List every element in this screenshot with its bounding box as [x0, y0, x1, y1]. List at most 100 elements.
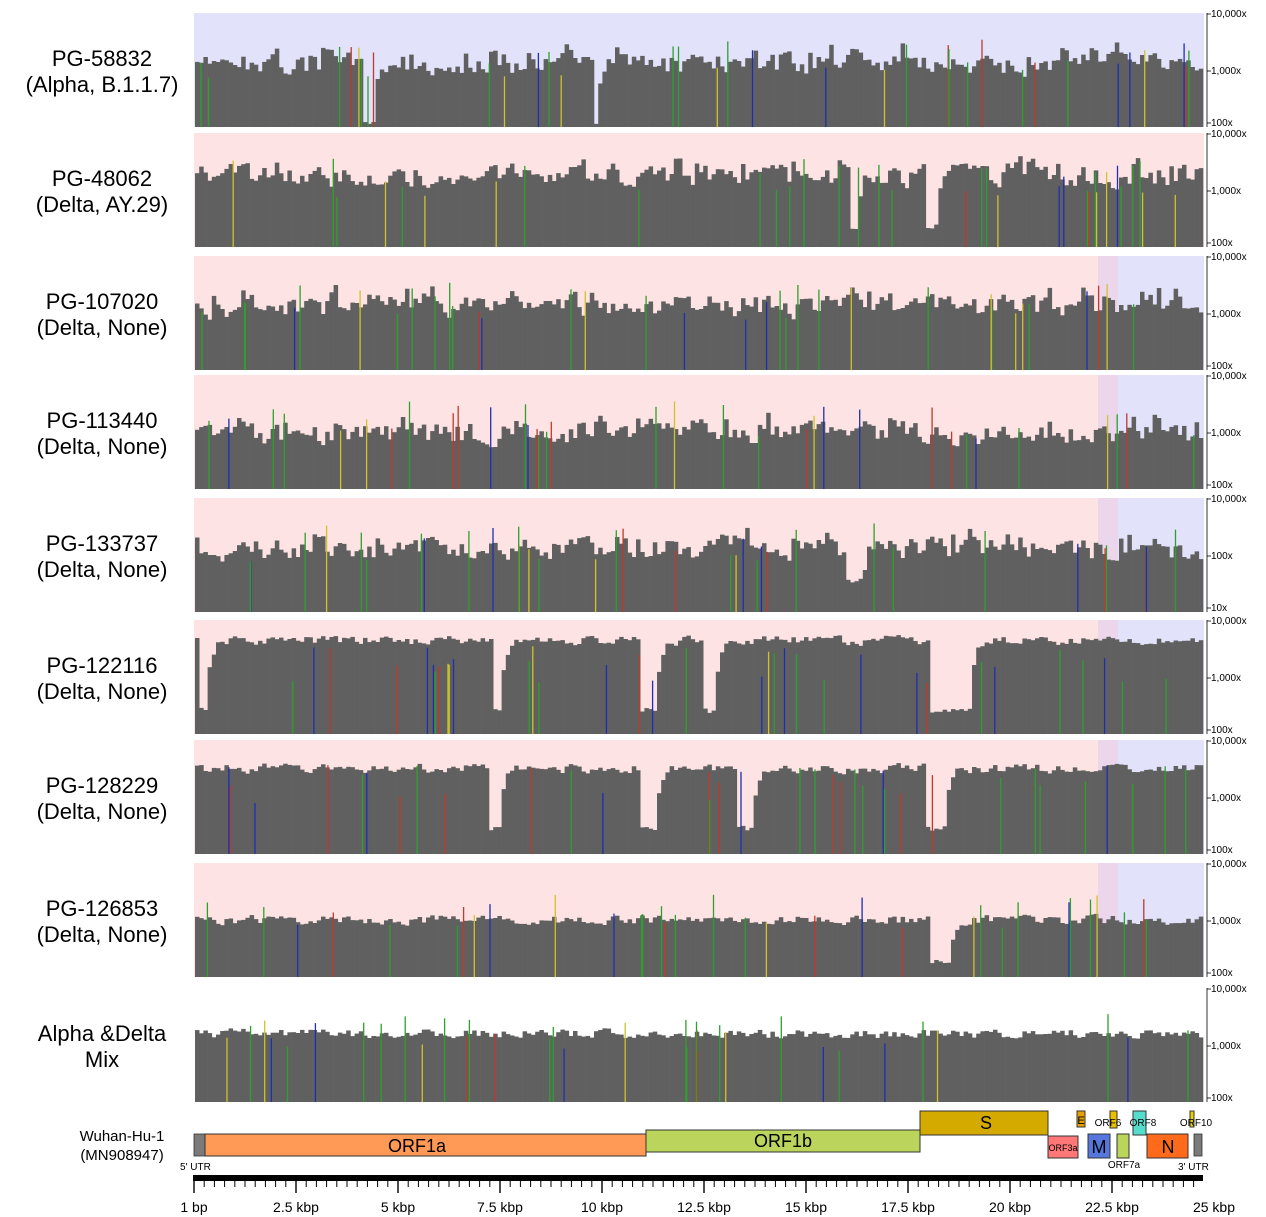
coverage-bar	[342, 308, 347, 370]
coverage-bar	[804, 542, 809, 612]
coverage-bar	[938, 961, 943, 977]
coverage-bar	[560, 308, 565, 370]
coverage-bar	[669, 918, 675, 977]
coverage-bar	[547, 558, 553, 612]
coverage-bar	[1169, 300, 1174, 370]
coverage-bar	[300, 57, 305, 127]
coverage-bar	[237, 638, 242, 734]
coverage-bar	[1165, 641, 1170, 734]
coverage-bar	[665, 71, 670, 127]
coverage-bar	[904, 546, 910, 612]
scale-label: 100x	[1211, 118, 1233, 129]
coverage-bar	[1127, 919, 1132, 977]
coverage-bar	[379, 1033, 385, 1102]
coverage-bar	[808, 921, 813, 977]
coverage-bar	[396, 542, 402, 612]
coverage-bar	[1043, 61, 1048, 127]
coverage-tracks: PG-58832(Alpha, B.1.1.7)10,000x1,000x100…	[26, 9, 1247, 1104]
coverage-bar	[682, 766, 687, 854]
coverage-bar	[434, 182, 439, 247]
coverage-bar	[564, 643, 570, 734]
coverage-bar	[581, 771, 586, 854]
coverage-bar	[455, 1036, 460, 1102]
coverage-bar	[354, 551, 360, 612]
coverage-bar	[564, 544, 570, 612]
coverage-bar	[510, 645, 515, 734]
coverage-bar	[468, 178, 473, 247]
coverage-bar	[430, 640, 435, 734]
coverage-bar	[1165, 771, 1170, 854]
coverage-bar	[728, 766, 733, 854]
coverage-bar	[585, 57, 591, 127]
coverage-bar	[770, 434, 775, 489]
coverage-bar	[560, 434, 565, 489]
coverage-bar	[350, 1036, 355, 1102]
coverage-bar	[610, 916, 616, 977]
coverage-bar	[602, 643, 607, 734]
coverage-bar	[930, 294, 935, 370]
coverage-bar	[1089, 640, 1095, 734]
coverage-bar	[203, 552, 208, 612]
coverage-bar	[661, 654, 666, 734]
coverage-bar	[619, 54, 624, 128]
coverage-bar	[451, 766, 456, 854]
coverage-bar	[959, 435, 964, 489]
coverage-bar	[426, 296, 431, 370]
coverage-bar	[363, 426, 368, 489]
coverage-bar	[652, 1031, 658, 1102]
coverage-bar	[967, 528, 973, 612]
coverage-bar	[606, 920, 612, 977]
coverage-bar	[1009, 916, 1015, 977]
coverage-bar	[211, 295, 217, 370]
coverage-bar	[816, 57, 822, 127]
coverage-bar	[287, 639, 292, 734]
coverage-bar	[917, 644, 922, 734]
coverage-bar	[581, 159, 586, 247]
coverage-bar	[598, 767, 603, 854]
coverage-bar	[1005, 1036, 1011, 1102]
reference-accession: (MN908947)	[80, 1147, 163, 1164]
coverage-bar	[237, 165, 242, 247]
coverage-bar	[1047, 179, 1053, 247]
coverage-bar	[669, 57, 675, 127]
coverage-bar	[1106, 53, 1111, 127]
scale-label: 10,000x	[1211, 859, 1247, 870]
coverage-bar	[396, 1036, 402, 1102]
coverage-bar	[888, 170, 893, 247]
coverage-bar	[757, 68, 763, 127]
coverage-bar	[568, 919, 574, 977]
coverage-bar	[1039, 169, 1044, 247]
coverage-bar	[560, 53, 565, 127]
coverage-bar	[266, 305, 271, 370]
coverage-bar	[501, 174, 507, 247]
coverage-bar	[749, 172, 754, 247]
coverage-bar	[753, 443, 759, 489]
coverage-bar	[778, 54, 784, 127]
coverage-bar	[921, 164, 927, 247]
scale-label: 10,000x	[1211, 736, 1247, 747]
track-lineage: (Delta, None)	[37, 679, 168, 704]
coverage-bar	[661, 551, 666, 612]
coverage-bar	[413, 919, 418, 977]
coverage-bar	[783, 1036, 788, 1102]
coverage-bar	[976, 540, 981, 612]
coverage-bar	[652, 917, 658, 977]
coverage-bar	[690, 557, 696, 612]
coverage-bar	[350, 920, 355, 977]
coverage-bar	[955, 165, 960, 247]
coverage-bar	[682, 636, 687, 734]
coverage-bar	[1056, 433, 1061, 489]
scale-label: 1,000x	[1211, 1041, 1241, 1052]
coverage-bar	[1140, 545, 1145, 612]
coverage-bar	[623, 922, 628, 977]
coverage-bar	[518, 427, 523, 489]
coverage-bar	[741, 66, 746, 127]
coverage-bar	[560, 552, 565, 612]
coverage-bar	[463, 641, 469, 734]
coverage-bar	[400, 1035, 406, 1102]
axis-tick-label: 5 kbp	[381, 1199, 415, 1215]
coverage-bar	[825, 1033, 830, 1102]
coverage-bar	[308, 298, 313, 370]
coverage-bar	[728, 307, 733, 370]
